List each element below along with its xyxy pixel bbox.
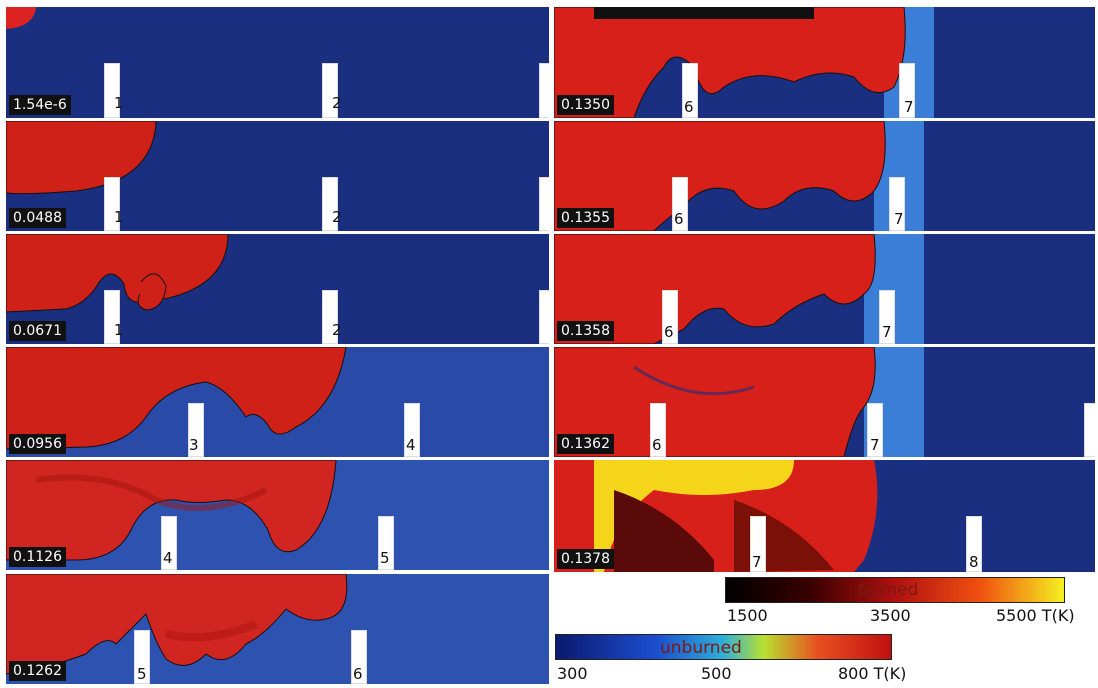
obstacle [104, 290, 120, 344]
obstacle-number: 6 [664, 323, 674, 341]
obstacle [134, 630, 150, 684]
obstacle [322, 63, 338, 118]
obstacle [539, 63, 549, 118]
panel-left-3: 1 2 0.0671 [6, 234, 549, 344]
temperature-field [6, 347, 549, 457]
time-label: 0.1126 [9, 547, 66, 567]
panel-right-4: 6 7 0.1362 [554, 347, 1095, 457]
obstacle-number: 7 [882, 323, 892, 341]
panel-right-1: 6 7 0.1350 [554, 7, 1095, 118]
obstacle [188, 403, 204, 457]
unburned-tick: 500 [701, 664, 732, 683]
panel-right-2: 6 7 0.1355 [554, 121, 1095, 231]
obstacle [322, 290, 338, 344]
panel-left-5: 4 5 0.1126 [6, 460, 549, 570]
obstacle-number: 7 [904, 98, 914, 116]
temperature-field [6, 460, 549, 570]
obstacle [351, 630, 367, 684]
temperature-field [6, 121, 549, 231]
obstacle [682, 63, 698, 118]
obstacle [539, 177, 549, 231]
panel-left-2: 1 2 0.0488 [6, 121, 549, 231]
obstacle [322, 177, 338, 231]
temperature-field [6, 234, 549, 344]
obstacle [104, 177, 120, 231]
time-label: 0.1355 [557, 208, 614, 228]
time-label: 0.1350 [557, 95, 614, 115]
obstacle-number: 4 [163, 549, 173, 567]
burned-tick: 1500 [727, 606, 768, 625]
time-label: 0.0671 [9, 321, 66, 341]
obstacle-number: 1 [114, 94, 124, 112]
obstacle [662, 290, 678, 344]
time-label: 0.1362 [557, 434, 614, 454]
obstacle [966, 516, 982, 572]
obstacle [879, 290, 895, 344]
burned-colorbar-label: burned [858, 580, 919, 600]
panel-left-6: 5 6 0.1262 [6, 574, 549, 684]
time-label: 0.1358 [557, 321, 614, 341]
temperature-field [6, 574, 549, 684]
obstacle [650, 403, 666, 457]
obstacle [161, 516, 177, 570]
time-label: 0.1262 [9, 661, 66, 681]
obstacle [378, 516, 394, 570]
panel-left-1: 1 2 1.54e-6 [6, 7, 549, 118]
unburned-tick: 800 T(K) [838, 664, 907, 683]
obstacle-number: 1 [114, 321, 124, 339]
obstacle [750, 516, 766, 572]
obstacle [104, 63, 120, 118]
obstacle [899, 63, 915, 118]
temperature-field [554, 121, 1095, 231]
obstacle-number: 3 [189, 436, 199, 454]
obstacle-number: 2 [332, 208, 342, 226]
unburned-colorbar-label: unburned [660, 638, 742, 658]
temperature-field [554, 7, 1095, 118]
obstacle-number: 7 [870, 436, 880, 454]
burned-colorbar [725, 577, 1065, 603]
obstacle-number: 7 [894, 210, 904, 228]
obstacle [1084, 403, 1095, 457]
panel-right-3: 6 7 0.1358 [554, 234, 1095, 344]
time-label: 0.1378 [557, 549, 614, 569]
obstacle-number: 6 [353, 665, 363, 683]
obstacle-number: 5 [380, 549, 390, 567]
obstacle-number: 2 [332, 94, 342, 112]
obstacle [404, 403, 420, 457]
panel-left-4: 3 4 0.0956 [6, 347, 549, 457]
obstacle-number: 6 [652, 436, 662, 454]
obstacle-number: 5 [137, 665, 147, 683]
unburned-tick: 300 [557, 664, 588, 683]
obstacle [672, 177, 688, 231]
panel-right-5: 7 8 0.1378 [554, 460, 1095, 572]
time-label: 0.0956 [9, 434, 66, 454]
obstacle [539, 290, 549, 344]
burned-tick: 3500 [870, 606, 911, 625]
obstacle [889, 177, 905, 231]
obstacle-number: 8 [969, 553, 979, 571]
obstacle-number: 6 [674, 210, 684, 228]
burned-tick: 5500 T(K) [996, 606, 1075, 625]
obstacle-number: 2 [332, 321, 342, 339]
temperature-field [554, 460, 1095, 572]
time-label: 0.0488 [9, 208, 66, 228]
temperature-field [554, 347, 1095, 457]
obstacle [867, 403, 883, 457]
obstacle-number: 1 [114, 208, 124, 226]
obstacle-number: 7 [752, 553, 762, 571]
obstacle-number: 4 [406, 436, 416, 454]
time-label: 1.54e-6 [9, 95, 71, 115]
temperature-field [6, 7, 549, 118]
obstacle-number: 6 [684, 98, 694, 116]
temperature-field [554, 234, 1095, 344]
unburned-colorbar [555, 634, 892, 660]
